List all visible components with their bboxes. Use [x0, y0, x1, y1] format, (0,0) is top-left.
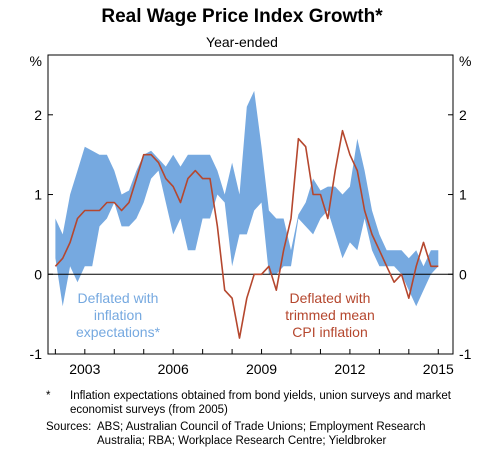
y-unit-left: %: [30, 53, 42, 69]
series-band-inflation-expectations: [55, 90, 439, 307]
chart-title: Real Wage Price Index Growth*: [101, 6, 383, 27]
footnote-text: Inflation expectations obtained from bon…: [70, 390, 451, 416]
series-line-trimmed-mean: [54, 129, 439, 339]
annotation-trimmed-mean: Deflated with trimmed mean CPI inflation: [285, 290, 374, 340]
chart-subtitle: Year-ended: [206, 34, 278, 50]
plot-frame: [47, 54, 454, 355]
x-tick-label: 2009: [246, 361, 277, 377]
x-tick-label: 2003: [69, 361, 100, 377]
chart-plot: -1 -1 0 0 1 1 2 2% % 2003 2006 2009 2012 2015 Deflate…: [30, 53, 472, 377]
y-tick-label-right: 2: [459, 107, 467, 123]
y-tick-label-left: -1: [30, 346, 43, 362]
x-tick-label: 2015: [423, 361, 454, 377]
sources-label: Sources:: [46, 421, 92, 433]
y-tick-label-left: 0: [34, 266, 42, 282]
y-tick-label-right: 0: [459, 266, 467, 282]
footnote-marker: *: [46, 390, 51, 402]
sources-text: ABS; Australian Council of Trade Unions;…: [97, 421, 426, 447]
x-tick-label: 2012: [334, 361, 365, 377]
y-tick-label-left: 2: [34, 107, 42, 123]
x-tick-label: 2006: [158, 361, 189, 377]
y-tick-label-left: 1: [34, 187, 42, 203]
y-tick-label-right: -1: [459, 346, 472, 362]
y-tick-label-right: 1: [459, 187, 467, 203]
y-unit-right: %: [459, 53, 471, 69]
annotation-inflation-expectations: Deflated with inflation expectations*: [76, 290, 161, 340]
